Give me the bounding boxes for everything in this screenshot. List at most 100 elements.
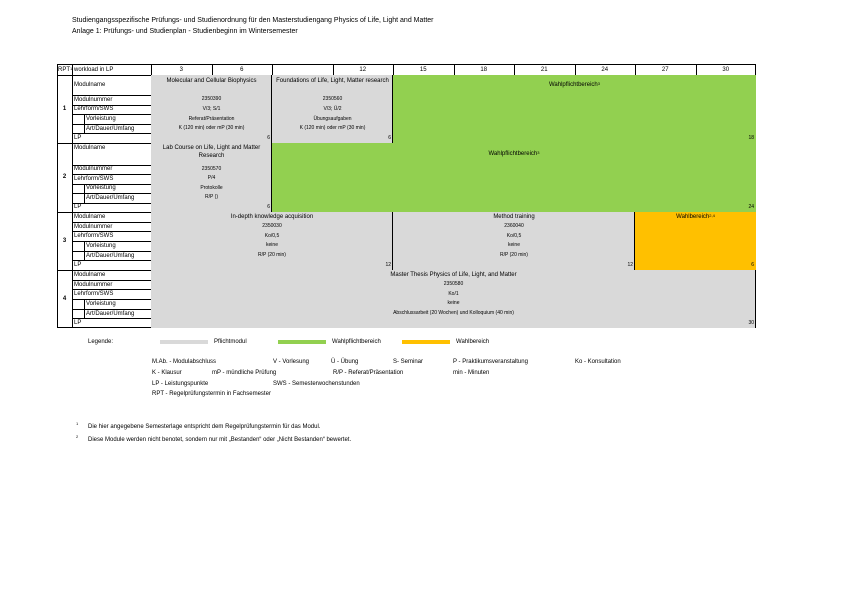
module-prereq: keine: [508, 242, 520, 249]
module-lp: 6: [388, 134, 391, 141]
module-number: 2360040: [504, 223, 524, 229]
row-label: Modulnummer: [74, 96, 113, 103]
module-exam: K (120 min) oder mP (30 min): [178, 125, 245, 132]
row-label: Vorleistung: [86, 116, 116, 122]
row-label: Art/Dauer/Umfang: [86, 252, 135, 259]
h-line: [72, 183, 151, 185]
module-cell: [151, 75, 272, 143]
v-line: [151, 64, 152, 75]
module-lp: 6: [267, 203, 270, 210]
module-exam: R/P (20 min): [258, 252, 286, 258]
row-label: Art/Dauer/Umfang: [86, 125, 135, 132]
v-line: [695, 64, 697, 75]
abbreviation: K - Klausur: [152, 370, 182, 376]
column-header: 21: [540, 67, 548, 73]
rpt-number: 3: [62, 238, 67, 244]
row-label: Modulname: [74, 214, 106, 220]
module-lp: 30: [748, 319, 754, 326]
module-name: Lab Course on Life, Light and Matter Res…: [162, 145, 261, 159]
abbreviation: S- Seminar: [393, 359, 424, 365]
module-number: 2350390: [201, 96, 222, 103]
abbreviation: min - Minuten: [453, 370, 490, 376]
column-header: 27: [661, 67, 669, 73]
module-number: 2350030: [262, 223, 282, 229]
row-label: Art/Dauer/Umfang: [86, 310, 135, 317]
legend-swatch: [402, 340, 450, 344]
rpt-number: 1: [62, 106, 67, 112]
module-prereq: Protokolle: [200, 184, 223, 191]
row-label: Modulname: [74, 272, 106, 278]
abbreviation: R/P - Referat/Präsentation: [333, 370, 404, 376]
module-cell: [272, 75, 393, 143]
module-name: Master Thesis Physics of Life, Light, an…: [390, 272, 517, 278]
h-line: [72, 95, 151, 96]
abbreviation: V - Vorlesung: [273, 359, 310, 365]
footnote-mark: 1: [76, 421, 79, 426]
row-label: LP: [74, 135, 82, 142]
column-header: 12: [359, 67, 367, 73]
module-prereq: Referat/Präsentation: [188, 115, 235, 122]
legend-label: Wahlbereich: [456, 339, 490, 345]
column-header: 6: [240, 67, 244, 73]
module-exam: R/P (20 min): [500, 252, 528, 258]
area-cell: [272, 143, 756, 212]
header-cell: workload in LP: [74, 67, 114, 73]
abbreviation: P - Praktikumsveranstaltung: [453, 359, 528, 365]
module-number: 2350570: [201, 165, 222, 172]
area-cell: [635, 212, 756, 270]
module-cell: [151, 143, 272, 212]
area-lp: 6: [751, 261, 754, 268]
area-lp: 24: [748, 203, 754, 210]
abbreviation: Ko - Konsultation: [575, 359, 621, 365]
v-line: [72, 64, 73, 328]
v-line: [84, 183, 85, 203]
legend-swatch: [160, 340, 208, 344]
v-line: [453, 64, 455, 75]
h-line: [72, 114, 151, 116]
row-label: Lehrform/SWS: [74, 233, 114, 240]
header-line: Studiengangsspezifische Prüfungs- und St…: [72, 17, 434, 24]
module-form: P/4: [207, 175, 216, 182]
abbreviation: RPT - Regelprüfungstermin in Fachsemeste…: [152, 391, 271, 397]
row-label: Modulname: [74, 145, 106, 151]
module-prereq: Übungsaufgaben: [313, 115, 352, 122]
module-exam: R/P (): [205, 194, 218, 201]
h-line: [72, 289, 151, 291]
v-line: [84, 299, 85, 319]
v-line: [514, 64, 515, 75]
column-header: 18: [480, 67, 488, 73]
module-exam: K (120 min) oder mP (30 min): [299, 125, 366, 132]
footnote-mark: 2: [76, 434, 79, 439]
module-prereq: keine: [447, 300, 460, 307]
module-lp: 12: [627, 261, 633, 268]
module-lp: 12: [385, 261, 391, 268]
footnote-text: Die hier angegebene Semesterlage entspri…: [88, 424, 321, 430]
row-label: Modulname: [74, 82, 106, 88]
legend-swatch: [278, 340, 326, 344]
h-line: [72, 260, 151, 262]
column-header: 30: [722, 67, 730, 73]
h-line: [72, 104, 151, 106]
row-label: Vorleistung: [86, 300, 116, 307]
h-line: [72, 241, 151, 242]
h-line: [72, 299, 151, 300]
column-header: 15: [419, 67, 427, 73]
h-line: [72, 193, 151, 194]
h-line: [72, 202, 151, 204]
h-line: [72, 231, 151, 233]
v-line: [211, 64, 213, 75]
module-form: Ko/1: [448, 290, 459, 297]
v-line: [332, 64, 334, 75]
module-name: Molecular and Cellular Biophysics: [166, 78, 257, 84]
v-line: [84, 241, 85, 261]
row-label: Vorleistung: [86, 242, 116, 249]
area-cell: [393, 75, 756, 143]
module-cell: [151, 270, 756, 328]
module-name: Foundations of Life, Light, Matter resea…: [276, 78, 389, 84]
h-line: [72, 250, 151, 252]
abbreviation: LP - Leistungspunkte: [152, 381, 209, 387]
h-line: [72, 318, 151, 320]
row-label: LP: [74, 262, 82, 269]
module-form: V/3; Ü/2: [323, 105, 342, 112]
